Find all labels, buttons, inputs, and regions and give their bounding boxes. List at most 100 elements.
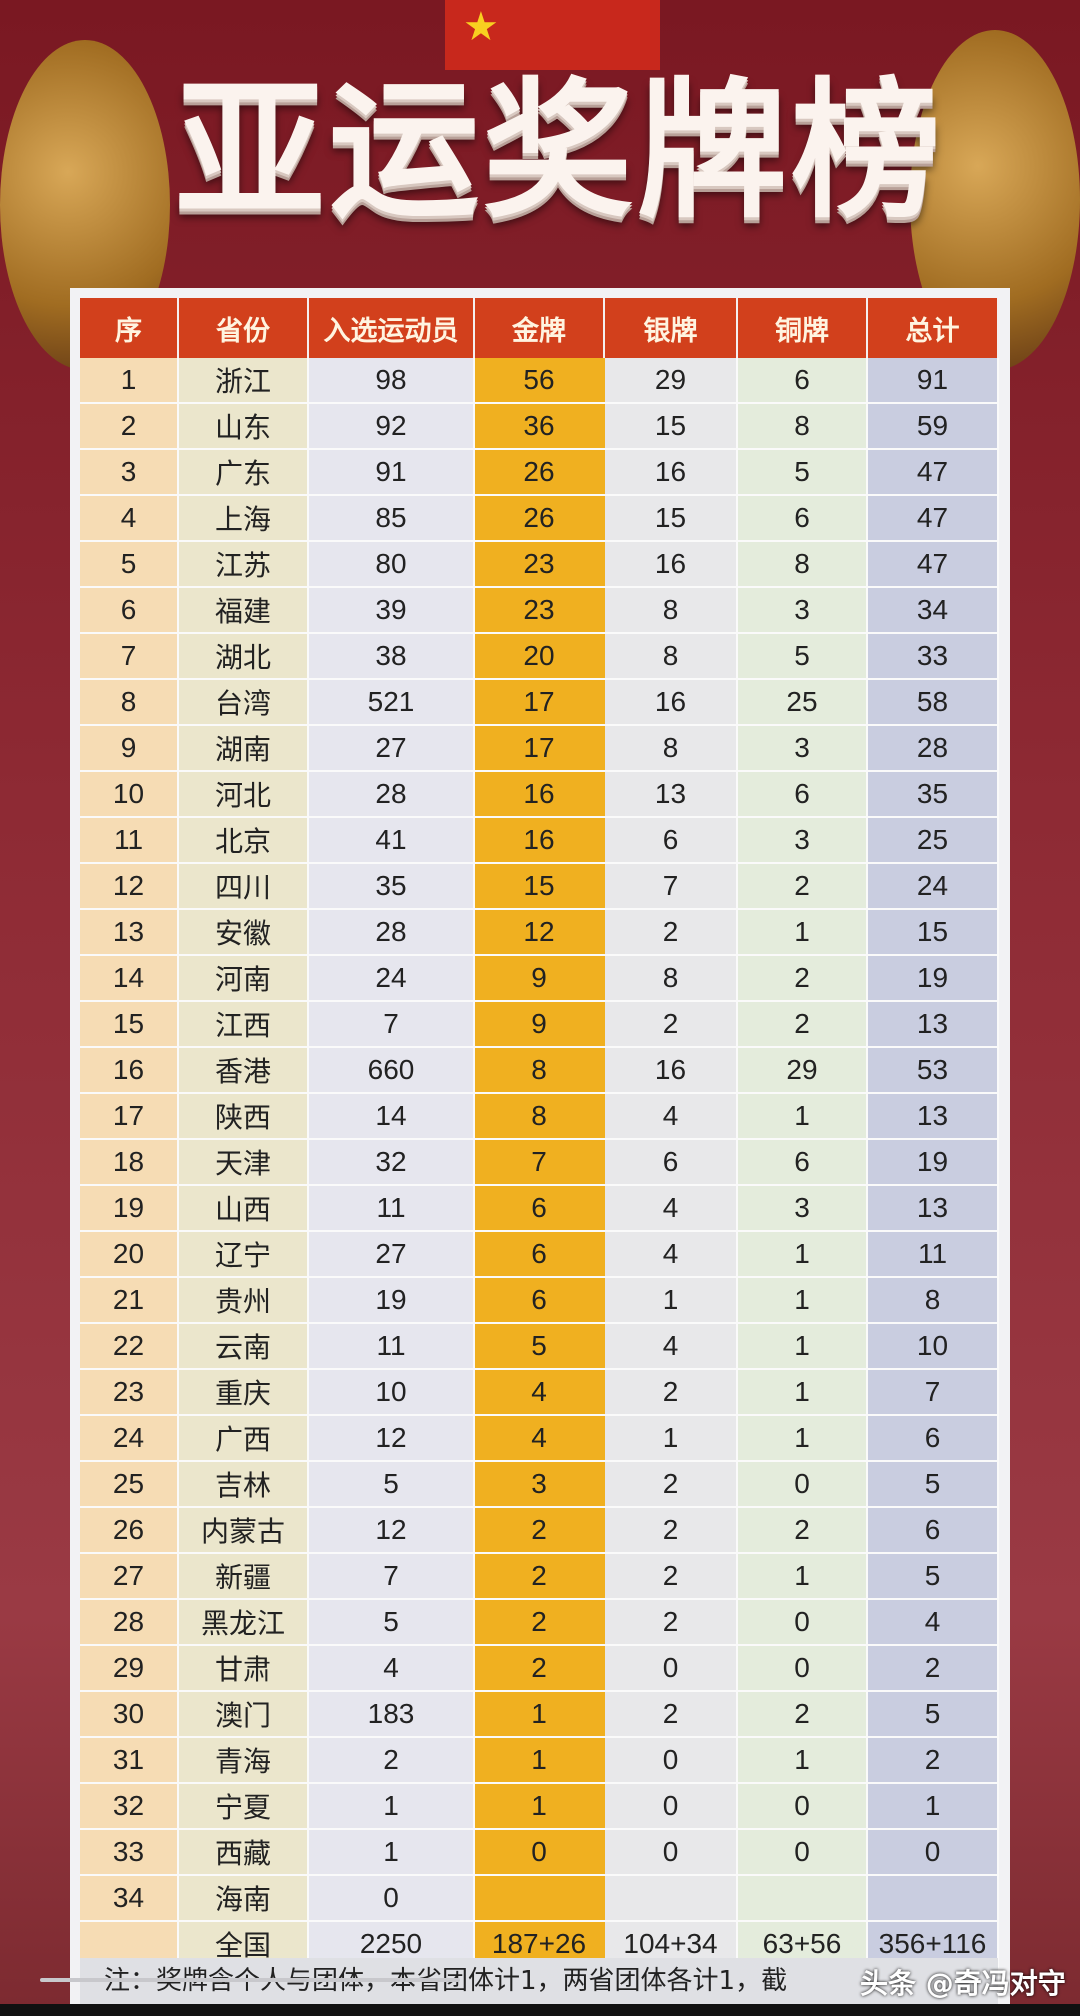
cell-gold: 0 [474,1829,605,1876]
cell-rank: 13 [80,909,179,956]
cell-silver: 2 [604,1691,738,1738]
cell-silver: 7 [604,863,738,910]
cell-total: 19 [867,1139,999,1186]
cell-gold: 2 [474,1645,605,1692]
table-row: 30 澳门 183 1 2 2 5 [80,1691,999,1738]
cell-bronze: 1 [737,1553,868,1600]
table-row: 15 江西 7 9 2 2 13 [80,1001,999,1048]
cell-athletes: 38 [308,633,475,680]
cell-total: 8 [867,1277,999,1324]
cell-rank: 14 [80,955,179,1002]
table-row: 20 辽宁 27 6 4 1 11 [80,1231,999,1278]
cell-gold: 36 [474,403,605,450]
cell-silver: 2 [604,1369,738,1416]
cell-gold: 23 [474,541,605,588]
cell-total: 47 [867,449,999,496]
cell-total: 35 [867,771,999,818]
cell-total: 1 [867,1783,999,1830]
table-row: 4 上海 85 26 15 6 47 [80,495,999,542]
cell-total: 5 [867,1461,999,1508]
cell-athletes: 24 [308,955,475,1002]
cell-gold: 26 [474,449,605,496]
column-header-total: 总计 [867,298,999,358]
cell-rank: 3 [80,449,179,496]
cell-silver: 15 [604,403,738,450]
cell-gold: 6 [474,1231,605,1278]
cell-province: 新疆 [178,1553,309,1600]
cell-silver: 2 [604,1001,738,1048]
cell-rank: 10 [80,771,179,818]
cell-province: 甘肃 [178,1645,309,1692]
cell-province: 四川 [178,863,309,910]
cell-total: 13 [867,1185,999,1232]
cell-province: 广东 [178,449,309,496]
cell-gold: 2 [474,1507,605,1554]
cell-bronze: 0 [737,1461,868,1508]
cell-athletes: 85 [308,495,475,542]
flag-image: ★ [445,0,660,70]
cell-gold: 9 [474,1001,605,1048]
cell-silver: 2 [604,1553,738,1600]
cell-gold: 26 [474,495,605,542]
cell-province: 海南 [178,1875,309,1922]
cell-rank: 24 [80,1415,179,1462]
cell-bronze: 5 [737,633,868,680]
cell-bronze: 1 [737,1093,868,1140]
cell-rank: 11 [80,817,179,864]
cell-province: 江苏 [178,541,309,588]
cell-bronze: 6 [737,495,868,542]
cell-bronze: 29 [737,1047,868,1094]
cell-silver: 16 [604,449,738,496]
cell-athletes: 32 [308,1139,475,1186]
cell-province: 云南 [178,1323,309,1370]
cell-silver: 2 [604,1507,738,1554]
cell-rank: 23 [80,1369,179,1416]
cell-silver: 0 [604,1645,738,1692]
cell-silver: 8 [604,955,738,1002]
table-row: 5 江苏 80 23 16 8 47 [80,541,999,588]
medal-table: 序省份 入选运动员 金牌 银牌 铜牌 总计 1 浙江 98 56 29 6 91 2 山东 92 36 15 8 5… [80,298,999,1968]
table-row: 26 内蒙古 12 2 2 2 6 [80,1507,999,1554]
cell-rank: 12 [80,863,179,910]
progress-scrollbar[interactable] [40,1978,460,1982]
cell-athletes: 0 [308,1875,475,1922]
cell-bronze: 6 [737,358,868,404]
cell-bronze: 6 [737,1139,868,1186]
table-row: 34 海南 0 [80,1875,999,1922]
cell-athletes: 35 [308,863,475,910]
cell-silver: 4 [604,1185,738,1232]
cell-total: 2 [867,1737,999,1784]
cell-rank: 2 [80,403,179,450]
cell-silver: 4 [604,1231,738,1278]
cell-rank: 27 [80,1553,179,1600]
cell-athletes: 98 [308,358,475,404]
cell-province: 河南 [178,955,309,1002]
cell-silver: 1 [604,1415,738,1462]
cell-rank: 1 [80,358,179,404]
table-row: 29 甘肃 4 2 0 0 2 [80,1645,999,1692]
cell-athletes: 660 [308,1047,475,1094]
cell-bronze: 2 [737,863,868,910]
cell-bronze: 1 [737,1737,868,1784]
cell-bronze: 1 [737,1323,868,1370]
cell-silver: 4 [604,1323,738,1370]
cell-rank: 4 [80,495,179,542]
cell-silver: 2 [604,1461,738,1508]
cell-bronze: 6 [737,771,868,818]
cell-rank: 6 [80,587,179,634]
cell-gold: 17 [474,725,605,772]
cell-total: 24 [867,863,999,910]
cell-athletes: 521 [308,679,475,726]
cell-province: 山东 [178,403,309,450]
table-row: 31 青海 2 1 0 1 2 [80,1737,999,1784]
cell-silver: 8 [604,587,738,634]
cell-bronze: 8 [737,403,868,450]
cell-athletes: 28 [308,771,475,818]
cell-total: 13 [867,1093,999,1140]
cell-province: 吉林 [178,1461,309,1508]
cell-athletes: 1 [308,1783,475,1830]
cell-total: 58 [867,679,999,726]
cell-athletes: 12 [308,1507,475,1554]
table-row: 13 安徽 28 12 2 1 15 [80,909,999,956]
table-row: 17 陕西 14 8 4 1 13 [80,1093,999,1140]
